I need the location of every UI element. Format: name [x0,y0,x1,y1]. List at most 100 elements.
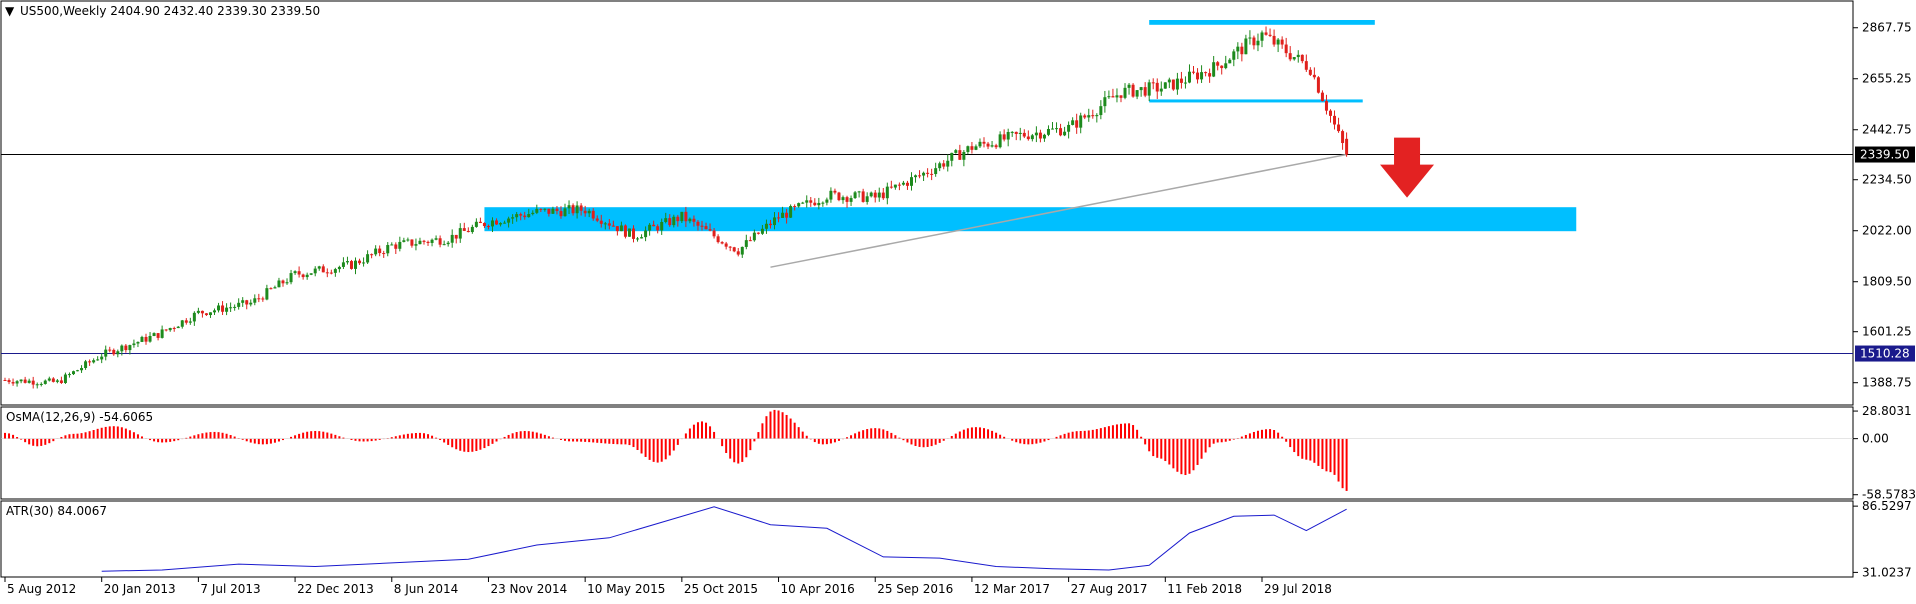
candle-body [1091,115,1095,117]
candle-body [1111,96,1115,98]
candle-body [1010,131,1014,133]
candle-body [511,217,515,219]
candle-body [124,345,128,351]
candle-body [527,214,531,218]
candle-body [785,212,789,218]
candle-body [909,177,913,186]
candle-body [531,212,535,215]
candle-body [627,228,631,237]
candle-body [39,383,43,385]
candle-body [406,239,410,241]
atr-label: ATR(30) 84.0067 [6,504,107,518]
candle-body [430,239,434,243]
candle-body [386,245,390,254]
candle-body [84,361,88,369]
candle-body [462,228,466,231]
zone-top-resistance [1149,20,1375,25]
candle-body [700,225,704,227]
candle-body [503,222,507,224]
candle-body [1046,128,1050,135]
price-tick-label: 1601.25 [1862,325,1912,339]
candle-body [1204,72,1208,74]
candle-body [438,238,442,245]
time-tick-label: 27 Aug 2017 [1071,582,1148,596]
osma-tick-label: 28.8031 [1862,404,1912,418]
candle-body [422,240,426,242]
current-price-label-bg [1855,146,1915,163]
price-tick-label: 2442.75 [1862,123,1912,137]
candle-body [1175,78,1179,90]
candle-body [901,182,905,185]
candle-body [144,336,148,342]
candle-body [567,205,571,209]
candle-body [1300,54,1304,62]
candle-body [1208,73,1212,77]
candle-body [1155,82,1159,92]
candle-body [1284,44,1288,54]
candle-body [599,220,603,224]
collapse-triangle-icon[interactable]: ▼ [5,4,15,18]
candle-body [325,272,329,274]
candle-body [958,150,962,160]
price-tick-label: 2867.75 [1862,21,1912,35]
candle-body [466,230,470,233]
candle-body [1139,87,1143,91]
candle-body [446,242,450,245]
candle-body [615,226,619,232]
candle-body [732,247,736,252]
candle-body [168,328,172,331]
candle-body [366,254,370,263]
time-tick-label: 10 Apr 2016 [781,582,855,596]
candle-body [172,328,176,330]
candle-body [970,146,974,150]
candle-body [648,224,652,231]
candle-body [265,288,269,300]
candle-body [813,202,817,206]
candle-body [990,145,994,147]
price-tick-label: 2234.50 [1862,173,1912,187]
candle-body [748,240,752,242]
price-panel[interactable] [0,0,1854,406]
candle-body [362,262,366,264]
candle-body [354,260,358,269]
candle-body [950,152,954,161]
candle-body [470,226,474,233]
candle-body [426,241,430,243]
candle-body [160,329,164,338]
atr-tick-label: 86.5297 [1862,499,1912,513]
candle-body [398,241,402,249]
candle-body [442,244,446,246]
candle-body [358,260,362,264]
candle-body [740,246,744,255]
candle-body [1030,135,1034,140]
candle-body [410,239,414,246]
candle-body [1014,131,1018,134]
candle-body [382,253,386,255]
candle-body [7,380,11,383]
candle-body [938,163,942,169]
candle-body [865,196,869,202]
candle-body [76,370,80,372]
candle-body [67,374,71,376]
candle-body [136,341,140,344]
candle-body [873,192,877,198]
candle-body [889,186,893,188]
candle-body [1083,115,1087,118]
candle-body [329,272,333,274]
candle-body [982,141,986,144]
candle-body [1292,57,1296,60]
osma-label: OsMA(12,26,9) -54.6065 [6,410,153,424]
candle-body [773,217,777,226]
candle-body [1087,115,1091,118]
candle-body [213,310,216,313]
candle-body [962,151,966,160]
osma-panel[interactable] [0,406,1854,500]
candle-body [905,182,909,186]
candle-body [1264,32,1268,35]
candle-body [805,200,809,203]
candle-body [418,240,422,245]
candle-body [1063,131,1067,136]
candle-body [551,208,555,214]
atr-panel[interactable] [0,500,1854,578]
